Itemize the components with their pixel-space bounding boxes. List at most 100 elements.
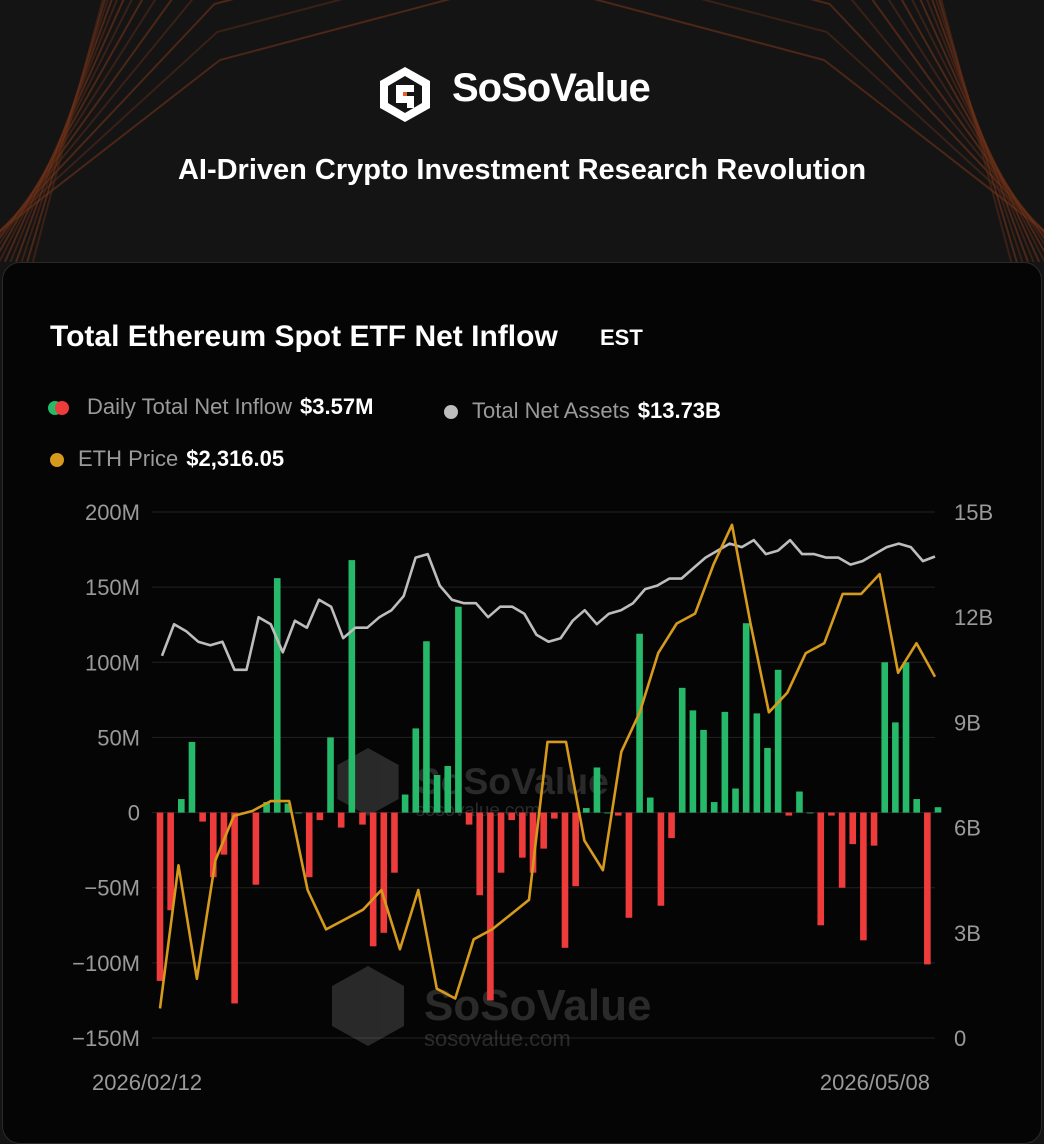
bg-stripe (0, 0, 1044, 240)
inflow-bar[interactable] (721, 711, 729, 813)
inflow-bar[interactable] (497, 812, 505, 873)
legend-label: Daily Total Net Inflow (87, 394, 293, 419)
inflow-bar[interactable] (327, 737, 334, 813)
inflow-bar[interactable] (646, 797, 654, 813)
inflow-bar[interactable] (369, 812, 377, 947)
y-right-tick-label: 9B (954, 710, 981, 735)
inflow-bar[interactable] (572, 812, 579, 887)
inflow-bar[interactable] (551, 812, 558, 819)
inflow-bar[interactable] (668, 812, 675, 839)
inflow-bar[interactable] (828, 812, 835, 816)
inflow-bar[interactable] (337, 812, 345, 828)
y-left-tick-label: 150M (85, 575, 140, 600)
inflow-bar[interactable] (849, 812, 857, 845)
inflow-bar[interactable] (529, 812, 537, 873)
inflow-bar[interactable] (774, 669, 782, 813)
inflow-bar[interactable] (636, 633, 643, 813)
inflow-bar[interactable] (764, 747, 771, 813)
inflow-bar[interactable] (316, 812, 324, 821)
inflow-bar[interactable] (199, 812, 206, 822)
inflow-bar[interactable] (710, 802, 718, 813)
inflow-bar[interactable] (732, 788, 739, 813)
inflow-bar[interactable] (284, 803, 292, 813)
inflow-bar[interactable] (657, 812, 665, 906)
inflow-bar[interactable] (455, 606, 462, 813)
inflow-bar[interactable] (231, 812, 238, 1004)
inflow-bar[interactable] (263, 802, 270, 813)
inflow-bar[interactable] (870, 812, 878, 846)
inflow-bar[interactable] (252, 812, 260, 885)
legend-net-assets[interactable]: Total Net Assets $13.73B (444, 398, 721, 424)
inflow-bar[interactable] (178, 799, 185, 813)
inflow-bar[interactable] (561, 812, 569, 948)
brand-header: SoSoValue (0, 58, 1044, 128)
bg-stripe (9, 0, 1035, 262)
bg-stripe (0, 0, 1044, 253)
brand-name: SoSoValue (452, 66, 651, 110)
inflow-bar[interactable] (860, 812, 867, 941)
inflow-bar[interactable] (678, 687, 686, 813)
inflow-bar[interactable] (348, 560, 356, 813)
inflow-bar[interactable] (689, 710, 697, 813)
inflow-bar[interactable] (796, 791, 803, 813)
inflow-bar[interactable] (753, 713, 761, 813)
inflow-bar[interactable] (892, 722, 899, 813)
inflow-bar[interactable] (391, 812, 398, 873)
inflow-bar[interactable] (913, 799, 920, 813)
legend-label: ETH Price (78, 446, 179, 471)
legend-value: $13.73B (637, 398, 721, 423)
legend-eth-price[interactable]: ETH Price $2,316.05 (50, 446, 284, 472)
legend-gray-dot-icon (444, 405, 458, 420)
inflow-bar[interactable] (220, 812, 228, 855)
timezone-label: EST (600, 325, 643, 350)
inflow-bar[interactable] (924, 812, 931, 965)
net-assets-line[interactable] (160, 538, 936, 672)
inflow-bar[interactable] (519, 812, 526, 858)
eth-price-line[interactable] (158, 523, 937, 1009)
chart-title: Total Ethereum Spot ETF Net Inflow (50, 320, 558, 353)
inflow-bar[interactable] (433, 775, 441, 813)
inflow-bar[interactable] (487, 812, 494, 1001)
brand-tagline: AI-Driven Crypto Investment Research Rev… (177, 154, 867, 186)
inflow-bar[interactable] (593, 767, 601, 813)
inflow-bar[interactable] (817, 812, 825, 926)
inflow-bar[interactable] (412, 728, 420, 813)
legend-daily-inflow[interactable]: Daily Total Net Inflow $3.57M (48, 394, 373, 420)
inflow-bar[interactable] (476, 812, 484, 896)
inflow-bar[interactable] (508, 812, 516, 821)
inflow-bar[interactable] (806, 812, 814, 814)
inflow-bar[interactable] (401, 794, 409, 813)
inflow-bar[interactable] (700, 729, 707, 813)
inflow-bar[interactable] (881, 662, 889, 813)
legend-label: Total Net Assets (472, 398, 630, 423)
inflow-bar[interactable] (380, 812, 388, 933)
inflow-bar[interactable] (465, 812, 473, 825)
inflow-bar[interactable] (188, 741, 196, 813)
inflow-bar[interactable] (423, 641, 430, 813)
inflow-bar[interactable] (614, 812, 622, 816)
inflow-bar[interactable] (209, 812, 217, 878)
y-left-tick-label: 50M (97, 725, 140, 750)
inflow-bar[interactable] (785, 812, 793, 816)
legend-gold-dot-icon (50, 453, 64, 468)
inflow-bar[interactable] (156, 812, 164, 981)
inflow-bar[interactable] (167, 812, 174, 911)
y-right-tick-label: 3B (954, 921, 981, 946)
inflow-bar[interactable] (934, 807, 942, 813)
inflow-bar[interactable] (295, 812, 302, 814)
inflow-bar[interactable] (540, 812, 547, 849)
y-right-tick-label: 15B (954, 500, 993, 525)
inflow-bar[interactable] (444, 765, 452, 813)
inflow-bar[interactable] (902, 662, 910, 813)
chart-card (2, 262, 1042, 1144)
inflow-bar[interactable] (273, 578, 281, 813)
inflow-bar[interactable] (742, 623, 750, 813)
inflow-bar[interactable] (582, 808, 590, 813)
inflow-bar[interactable] (359, 812, 366, 825)
watermark-logo-icon (332, 966, 404, 1046)
inflow-bar[interactable] (838, 812, 846, 888)
inflow-bar[interactable] (305, 812, 313, 878)
inflow-bar[interactable] (625, 812, 633, 918)
x-start-label: 2026/02/12 (92, 1070, 202, 1095)
inflow-bar[interactable] (604, 812, 611, 814)
